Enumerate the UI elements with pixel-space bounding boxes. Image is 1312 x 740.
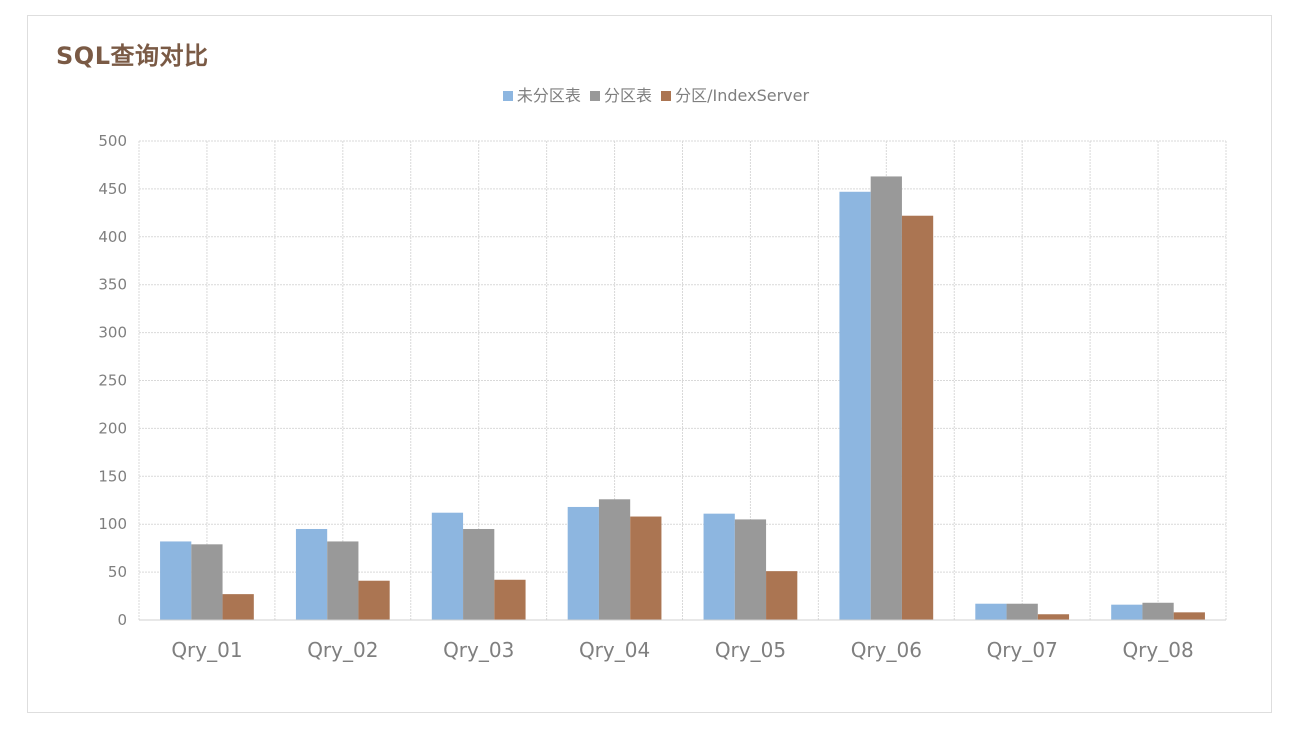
bar-Qry_04-series-2 [598,499,631,620]
bar-Qry_05-series-3 [766,571,798,620]
bar-Qry_03-series-2 [463,528,495,620]
x-tick-label: Qry_01 [171,638,242,662]
y-tick-label: 500 [98,132,127,150]
y-tick-label: 200 [98,419,127,437]
legend-label-series-3: 分区/IndexServer [675,86,810,105]
bar-Qry_07-series-1 [975,603,1007,620]
bar-Qry_07-series-3 [1037,614,1070,620]
x-tick-label: Qry_06 [851,638,922,662]
bar-Qry_02-series-3 [358,580,390,620]
bar-Qry_02-series-2 [327,541,359,620]
x-tick-label: Qry_07 [987,638,1058,662]
bar-Qry_04-series-3 [630,516,662,620]
x-tick-label: Qry_05 [715,638,786,662]
y-tick-label: 100 [98,515,127,533]
bar-Qry_06-series-3 [901,215,934,620]
legend-swatch-series-3 [661,90,672,101]
bar-Qry_06-series-1 [839,191,871,621]
bar-Qry_03-series-3 [494,579,526,620]
bar-Qry_05-series-1 [703,513,735,620]
y-tick-label: 50 [108,563,127,581]
chart-legend: 未分区表 分区表 分区/IndexServer [0,82,1312,106]
bar-Qry_01-series-3 [222,594,254,620]
legend-label-series-1: 未分区表 [516,86,581,105]
legend-item-series-2: 分区表 [590,82,652,106]
y-tick-label: 250 [98,372,127,390]
chart-title: SQL查询对比 [56,42,209,70]
legend-item-series-3: 分区/IndexServer [661,82,809,106]
legend-label-series-2: 分区表 [604,86,653,105]
legend-item-series-1: 未分区表 [502,82,581,106]
bar-Qry_01-series-1 [160,541,192,620]
bar-Qry_07-series-2 [1006,603,1038,620]
bar-Qry_01-series-2 [191,544,223,620]
y-tick-label: 0 [117,611,127,629]
bar-Qry_05-series-2 [734,519,767,620]
bar-Qry_06-series-2 [870,176,902,621]
bar-Qry_02-series-1 [295,528,328,620]
legend-swatch-series-2 [590,90,601,101]
bar-Qry_04-series-1 [567,506,599,620]
y-tick-label: 300 [98,324,127,342]
y-tick-label: 350 [98,276,127,294]
x-tick-label: Qry_02 [307,638,378,662]
y-tick-label: 450 [98,180,127,198]
bar-Qry_08-series-3 [1173,612,1205,620]
x-tick-label: Qry_03 [443,638,514,662]
x-tick-label: Qry_08 [1122,638,1193,662]
x-tick-label: Qry_04 [579,638,650,662]
y-tick-label: 150 [98,467,127,485]
bar-Qry_08-series-2 [1142,602,1174,620]
bar-Qry_08-series-1 [1111,604,1143,620]
bar-Qry_03-series-1 [431,512,464,620]
y-tick-label: 400 [98,228,127,246]
legend-swatch-series-1 [502,90,513,101]
